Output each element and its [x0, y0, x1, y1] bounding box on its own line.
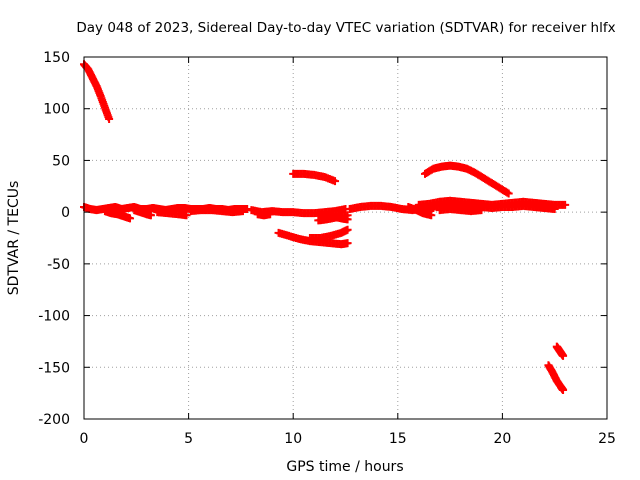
y-tick-label: -150 — [38, 360, 70, 376]
x-tick-label: 25 — [598, 431, 616, 447]
y-tick-label: 50 — [52, 153, 70, 169]
data-point — [504, 189, 513, 198]
data-point — [126, 214, 135, 223]
data-point — [477, 206, 486, 215]
data-segment — [130, 206, 155, 220]
data-point — [238, 207, 247, 216]
grid-lines — [84, 57, 607, 419]
data-segment — [314, 211, 352, 225]
data-point — [559, 351, 568, 360]
x-tick-label: 10 — [284, 431, 302, 447]
y-tick-label: -200 — [38, 412, 70, 428]
data-point — [266, 210, 275, 219]
data-point — [559, 386, 568, 395]
chart-title: Day 048 of 2023, Sidereal Day-to-day VTE… — [76, 20, 615, 36]
data-segment — [253, 210, 275, 220]
data-point — [561, 200, 570, 209]
data-segment — [414, 201, 559, 214]
data-point — [427, 211, 436, 220]
x-tick-label: 5 — [184, 431, 193, 447]
data-point — [146, 211, 155, 220]
data-point — [243, 205, 252, 214]
x-axis-label: GPS time / hours — [286, 459, 403, 475]
data-segment — [186, 206, 247, 217]
data-segment — [100, 207, 135, 223]
data-point — [343, 225, 352, 234]
data-point — [550, 205, 559, 214]
y-tick-label: 150 — [43, 50, 70, 66]
y-tick-label: -100 — [38, 309, 70, 325]
data-point — [343, 239, 352, 248]
data-point — [182, 211, 191, 220]
data-segment — [435, 205, 486, 216]
data-segment — [289, 169, 340, 186]
y-axis-label: SDTVAR / TECUs — [6, 181, 22, 296]
data-segment — [544, 361, 568, 395]
data-segment — [305, 225, 352, 242]
x-tick-label: 0 — [80, 431, 89, 447]
data-point — [105, 115, 114, 124]
x-tick-label: 20 — [493, 431, 511, 447]
y-tick-label: 100 — [43, 102, 70, 118]
data-point — [331, 177, 340, 186]
data-segment — [153, 208, 191, 220]
y-tick-label: 0 — [61, 205, 70, 221]
data-points — [80, 60, 570, 395]
data-segment — [404, 202, 436, 220]
data-point — [343, 211, 352, 220]
y-tick-label: -50 — [47, 257, 70, 273]
data-segment — [552, 342, 568, 360]
data-segment — [80, 60, 114, 124]
data-segment — [420, 161, 513, 198]
plot-frame — [83, 56, 608, 420]
axis-ticks: 0 5 10 15 20 25 150 100 50 0 -50 -100 -150 -200 — [38, 50, 616, 447]
x-tick-label: 15 — [389, 431, 407, 447]
